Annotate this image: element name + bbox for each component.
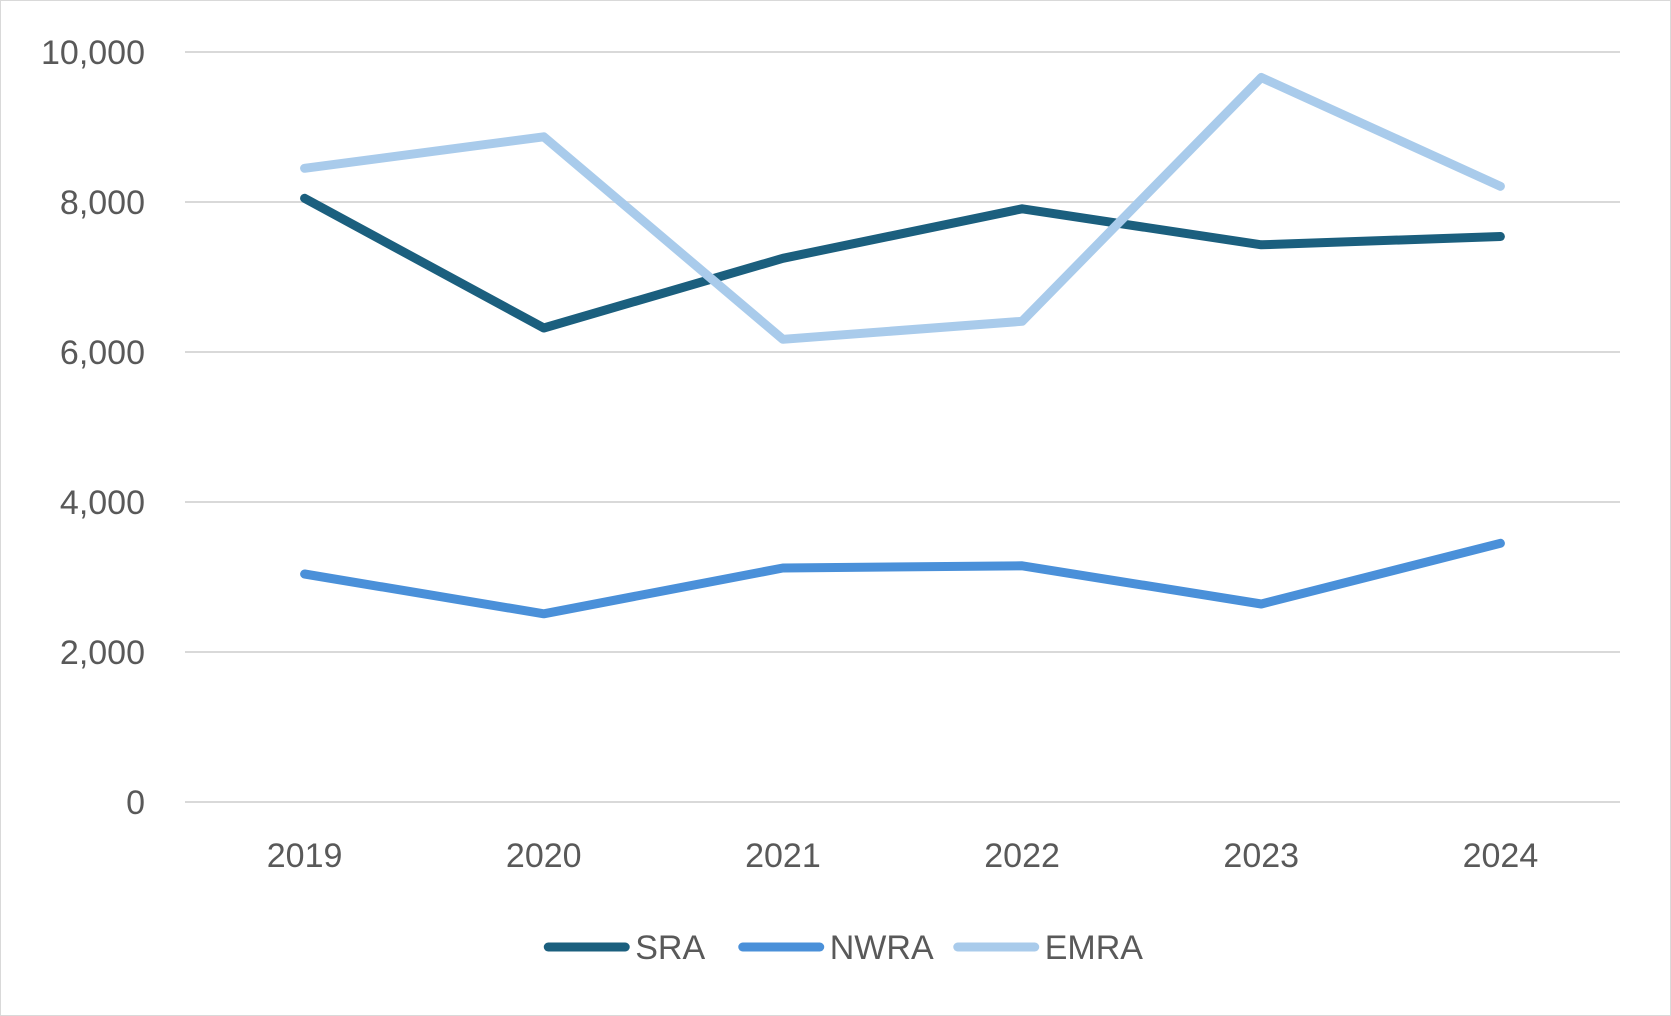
data-point-emra (1499, 185, 1501, 187)
data-point-emra (1021, 320, 1023, 322)
legend-label: SRA (635, 929, 705, 967)
x-tick-label: 2020 (506, 837, 582, 875)
legend-label: EMRA (1045, 929, 1144, 967)
grid-lines (185, 51, 1620, 803)
data-point-sra (782, 257, 784, 259)
data-point-sra (304, 197, 306, 199)
data-point-nwra (782, 567, 784, 569)
x-axis: 2019 2020 2021 2022 2023 2024 (267, 837, 1538, 875)
data-point-sra (1260, 244, 1262, 246)
data-point-nwra (1260, 603, 1262, 605)
data-point-sra (1021, 208, 1023, 210)
x-tick-label: 2023 (1223, 837, 1299, 875)
y-tick-label: 10,000 (41, 34, 145, 72)
legend-item-emra: EMRA (953, 929, 1144, 967)
y-axis: 0 2,000 4,000 6,000 8,000 10,000 (41, 34, 145, 822)
data-point-emra (1260, 77, 1262, 78)
y-tick-label: 4,000 (60, 484, 145, 522)
data-point-sra (543, 327, 545, 329)
data-point-emra (304, 167, 306, 169)
y-tick-label: 8,000 (60, 184, 145, 222)
legend: SRA NWRA EMRA (543, 929, 1144, 967)
data-point-nwra (543, 613, 545, 615)
data-point-sra (1499, 236, 1501, 237)
legend-item-nwra: NWRA (738, 929, 934, 967)
x-tick-label: 2021 (745, 837, 821, 875)
y-tick-label: 2,000 (60, 634, 145, 672)
data-point-emra (782, 338, 784, 340)
data-point-nwra (304, 573, 306, 575)
legend-item-sra: SRA (543, 929, 705, 967)
series-line-nwra (300, 538, 1505, 619)
y-tick-label: 6,000 (60, 334, 145, 372)
series-line-emra (300, 73, 1505, 344)
data-point-nwra (1021, 565, 1023, 567)
legend-label: NWRA (830, 929, 934, 967)
x-tick-label: 2022 (984, 837, 1060, 875)
y-tick-label: 0 (126, 784, 145, 822)
series-line-sra (300, 193, 1505, 333)
data-point-nwra (1499, 542, 1501, 544)
x-tick-label: 2024 (1463, 837, 1539, 875)
data-point-emra (543, 136, 545, 138)
series-lines (300, 73, 1505, 619)
x-tick-label: 2019 (267, 837, 343, 875)
